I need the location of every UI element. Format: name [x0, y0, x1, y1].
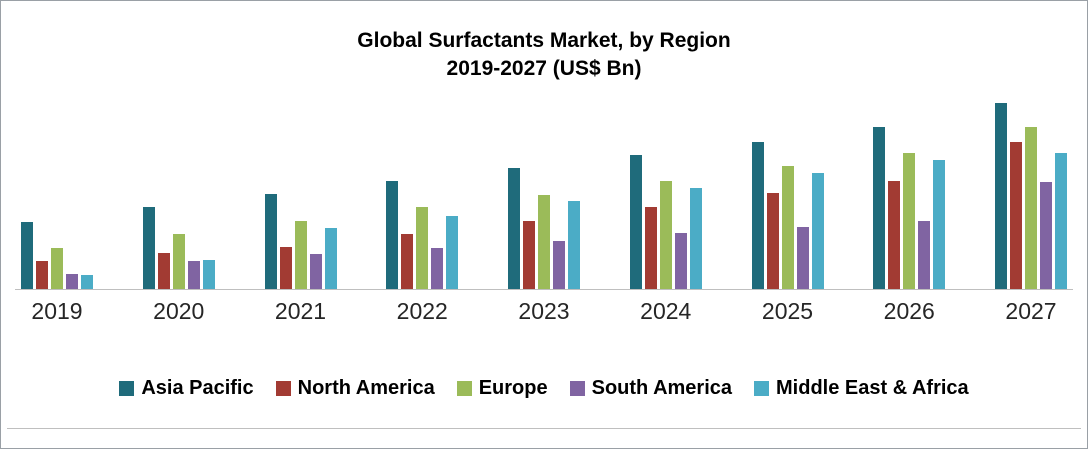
x-axis-label: 2020: [153, 297, 205, 324]
bar: [523, 220, 535, 289]
x-axis-line: [15, 288, 1073, 290]
bar: [416, 206, 429, 289]
legend-swatch-icon: [119, 380, 135, 396]
legend-swatch-icon: [275, 380, 291, 396]
x-axis-label: 2019: [31, 297, 83, 324]
legend-swatch-icon: [754, 380, 770, 396]
x-axis-label: 2023: [518, 297, 570, 324]
bar: [1055, 152, 1067, 289]
legend: Asia Pacific North America Europe South Ame…: [1, 377, 1087, 400]
x-axis-label: 2027: [1005, 297, 1057, 324]
bar-group-2023: [508, 98, 580, 289]
legend-item: Middle East & Africa: [754, 377, 969, 400]
bar: [508, 167, 520, 289]
legend-swatch-icon: [456, 380, 472, 396]
bar: [918, 220, 931, 289]
legend-item: South America: [569, 376, 733, 400]
bar: [279, 246, 292, 289]
x-axis-label: 2024: [640, 297, 692, 324]
bar: [309, 253, 322, 289]
bar: [568, 200, 580, 289]
bar-group-2027: [995, 98, 1067, 289]
bar: [386, 180, 399, 289]
x-axis-labels: 2019 2020 2021 2022 2023 2024 2025 2026 2027: [21, 298, 1067, 325]
bar: [888, 180, 901, 289]
bar: [294, 220, 307, 289]
bar: [629, 154, 642, 289]
legend-label: Europe: [478, 376, 548, 399]
bar: [142, 206, 155, 289]
bar-group-2022: [386, 98, 459, 289]
bar: [659, 180, 672, 289]
x-axis-label: 2026: [883, 297, 935, 324]
legend-item: North America: [275, 376, 435, 400]
legend-item: Asia Pacific: [119, 376, 254, 400]
plot-area: [15, 98, 1073, 290]
bar: [873, 126, 886, 289]
bar-group-2019: [21, 98, 93, 289]
bar: [538, 194, 550, 289]
bar: [172, 233, 185, 289]
bar: [1040, 181, 1052, 289]
bar: [995, 102, 1007, 289]
bar: [644, 206, 657, 289]
bar-groups-container: [21, 98, 1067, 289]
x-axis-label: 2021: [274, 297, 327, 324]
bar: [811, 172, 824, 289]
bar: [689, 187, 702, 289]
legend-swatch-icon: [569, 380, 585, 396]
bar: [1010, 141, 1022, 289]
x-axis-label: 2022: [396, 297, 448, 324]
bar: [446, 215, 459, 289]
bar: [81, 274, 93, 289]
bar: [674, 232, 687, 289]
bar: [933, 159, 946, 289]
bar: [36, 260, 48, 289]
legend-item: Europe: [456, 376, 548, 400]
x-axis-label: 2025: [761, 297, 814, 324]
bar: [324, 227, 337, 289]
bar-group-2024: [629, 98, 702, 289]
legend-label: South America: [591, 376, 733, 399]
bar: [796, 226, 809, 289]
bar: [264, 193, 277, 289]
bar: [66, 273, 78, 289]
bar: [21, 221, 33, 289]
bar: [766, 192, 779, 289]
bar-group-2021: [264, 98, 337, 289]
bar: [903, 152, 916, 289]
chart-title: Global Surfactants Market, by Region 201…: [1, 27, 1087, 84]
bar-group-2026: [873, 98, 946, 289]
chart-title-line1: Global Surfactants Market, by Region: [357, 29, 731, 52]
bar: [431, 247, 444, 289]
bar: [202, 259, 215, 289]
bar: [401, 233, 414, 289]
bar: [781, 165, 794, 289]
chart-title-line2: 2019-2027 (US$ Bn): [446, 57, 642, 81]
bottom-divider-line: [7, 428, 1081, 429]
bar: [751, 141, 764, 289]
bar: [553, 240, 565, 289]
legend-label: Middle East & Africa: [776, 376, 969, 399]
bar-group-2020: [142, 98, 215, 289]
bar: [157, 252, 170, 289]
bar: [51, 247, 63, 289]
bar-group-2025: [751, 98, 824, 289]
legend-label: Asia Pacific: [141, 376, 254, 399]
legend-label: North America: [297, 376, 435, 399]
bar: [1025, 126, 1037, 289]
bar: [187, 260, 200, 289]
